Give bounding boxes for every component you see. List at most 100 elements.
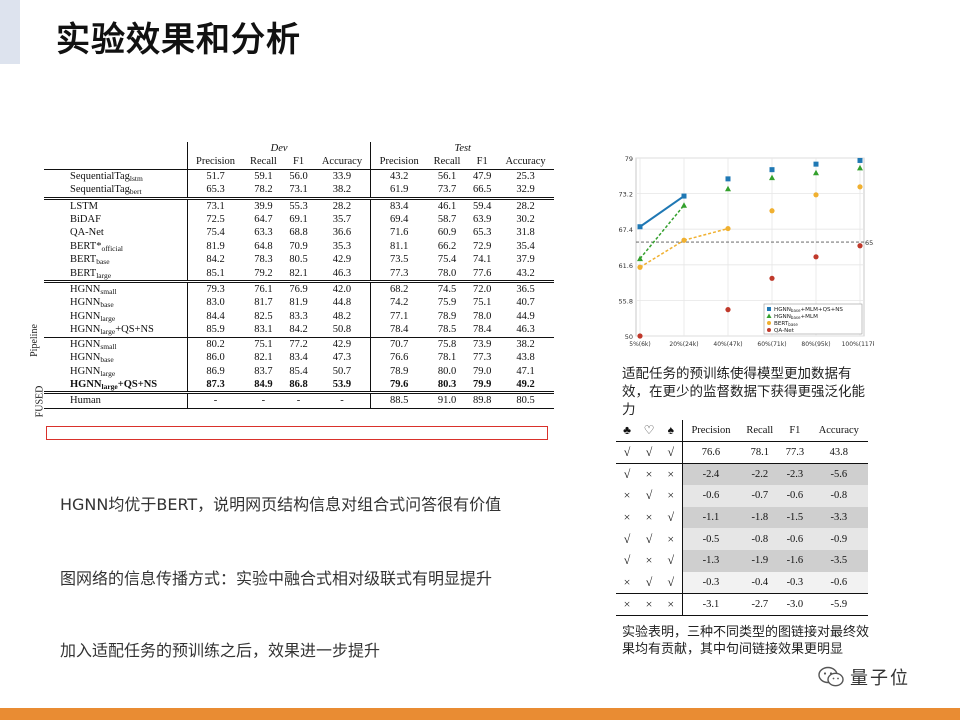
ablation-column-header: ♣	[616, 420, 638, 443]
test-metric-cell: 38.2	[497, 336, 554, 352]
ablation-metric-cell: 43.8	[829, 447, 848, 459]
model-variant: large	[96, 270, 112, 280]
legend-marker	[767, 328, 771, 332]
dev-split-header: Dev	[186, 142, 371, 156]
model-base-name: HGNN	[70, 352, 101, 364]
legend-entry: QA-Net	[774, 328, 795, 334]
ablation-metric-cell: -0.7	[739, 485, 781, 507]
test-metric-cell: 75.9	[437, 297, 457, 309]
model-variant: large	[100, 327, 116, 337]
table-row: HGNNsmall 80.2 75.1 77.2 42.9 70.7 75.8 73.9 38.…	[44, 336, 554, 352]
test-metric-cell: 40.7	[516, 297, 535, 309]
test-metric-cell: 78.1	[437, 352, 457, 364]
model-name: BERT*official	[44, 240, 187, 253]
table-row: SequentialTagbert 65.3 78.2 73.1 38.2 61.9 73.…	[44, 183, 554, 199]
table-row: √ × √ -1.3 -1.9 -1.6 -3.5	[616, 550, 868, 572]
dev-metric-cell: 83.4	[289, 352, 308, 364]
link-type-flag: √	[645, 531, 653, 546]
ablation-metric-cell: -3.3	[809, 506, 868, 529]
link-type-flag: √	[667, 510, 675, 525]
model-base-name: HGNN	[70, 284, 101, 296]
model-base-name: BERT	[70, 267, 97, 279]
ablation-metric-cell: -3.1	[681, 593, 740, 616]
dev-metric-cell: 86.0	[186, 351, 244, 365]
group-label-pipeline: Pipeline	[28, 324, 40, 357]
wechat-icon	[818, 666, 844, 687]
model-name: BERTlarge	[44, 267, 187, 282]
test-metric-cell: 79.0	[473, 365, 492, 377]
ablation-metric-cell: -5.9	[809, 593, 868, 616]
series-line-2	[683, 227, 729, 241]
test-metric-cell: 76.6	[370, 351, 427, 365]
legend-entry: HGNNbase+MLM+QS+NS	[774, 307, 843, 313]
ablation-metric-cell: -3.5	[809, 550, 868, 572]
table-row: × × √ -1.1 -1.8 -1.5 -3.3	[616, 506, 868, 529]
test-metric-cell: 63.9	[473, 214, 492, 226]
test-metric-cell: 43.8	[516, 352, 535, 364]
model-variant: bert	[129, 187, 142, 197]
table-row: Human - - - -88.5 91.0 89.8 80.5	[44, 391, 554, 409]
ablation-metric-cell: -0.6	[809, 571, 868, 594]
test-metric-cell: 78.4	[370, 323, 427, 338]
bullet-3: 加入适配任务的预训练之后，效果进一步提升	[60, 641, 381, 660]
dev-metric-cell: 86.8	[289, 378, 308, 390]
table-row: × √ √ -0.3 -0.4 -0.3 -0.6	[616, 571, 868, 594]
dev-metric-cell: 65.3	[186, 183, 244, 199]
dev-metric-cell: 69.1	[289, 214, 308, 226]
model-base-name: HGNN	[70, 324, 101, 336]
link-type-flag: ×	[623, 488, 631, 503]
test-metric-cell: 80.5	[497, 391, 554, 409]
model-variant: small	[100, 341, 117, 351]
table-row: LSTM 73.1 39.9 55.3 28.2 83.4 46.1 59.4 28.2	[44, 196, 554, 214]
data-point	[681, 237, 687, 243]
y-tick-label: 79	[625, 155, 633, 163]
dev-metric-cell: 48.2	[332, 310, 352, 322]
dev-metric-cell: 84.2	[186, 253, 244, 267]
ablation-metric-cell: -0.9	[809, 528, 868, 551]
table-row: × × × -3.1 -2.7 -3.0 -5.9	[616, 593, 868, 616]
test-split-header: Test	[370, 142, 554, 156]
ablation-metric-cell: 77.3	[785, 447, 805, 459]
dev-metric-cell: 82.1	[254, 352, 273, 364]
data-point	[813, 192, 819, 198]
table-row: √ × × -2.4 -2.2 -2.3 -5.6	[616, 463, 868, 486]
dev-metric-cell: 76.1	[243, 280, 284, 297]
link-type-flag: ×	[616, 593, 638, 616]
ablation-header-row: ♣ ♡ ♠ Precision Recall F1 Accuracy	[616, 420, 868, 443]
legend-marker	[766, 313, 772, 318]
link-type-flag: √	[623, 553, 631, 568]
dev-metric-cell: 81.9	[289, 297, 308, 309]
model-name: HGNNlarge	[44, 365, 187, 378]
link-type-flag: ×	[667, 466, 675, 481]
model-variant: base	[100, 355, 114, 365]
dev-metric-cell: 87.3	[186, 377, 244, 393]
ablation-column-header: Accuracy	[809, 420, 868, 443]
link-type-flag: ×	[667, 488, 675, 503]
model-name: BERTbase	[44, 253, 187, 266]
data-point	[769, 174, 775, 181]
test-metric-cell: 72.0	[467, 280, 498, 297]
table-row: SequentialTaglstm 51.7 59.1 56.0 33.9 43.2 56.…	[44, 168, 554, 184]
data-point	[769, 208, 775, 214]
dev-metric-cell: 53.9	[332, 378, 352, 390]
dev-metric-cell: 44.8	[332, 297, 352, 309]
data-point	[725, 307, 731, 313]
ablation-metric-cell: -1.5	[780, 506, 810, 529]
test-metric-cell: 70.7	[370, 336, 427, 352]
model-variant: base	[96, 257, 110, 267]
dev-metric-cell: 35.3	[332, 240, 352, 252]
test-metric-cell: 78.0	[473, 310, 492, 322]
dev-metric-cell: 51.7	[186, 168, 244, 184]
test-metric-cell: 80.0	[437, 365, 457, 377]
series-line-1	[639, 204, 685, 260]
dev-metric-cell: 33.9	[313, 168, 371, 184]
link-type-flag: √	[623, 445, 631, 460]
dev-metric-cell: 64.7	[254, 214, 273, 226]
test-metric-cell: 78.9	[370, 364, 427, 378]
ablation-metric-cell: -1.6	[780, 550, 810, 572]
test-metric-cell: 75.8	[426, 336, 468, 352]
dev-metric-cell: -	[243, 391, 284, 409]
test-metric-cell: 56.1	[426, 168, 468, 184]
ablation-metric-cell: -0.3	[780, 571, 810, 594]
reference-line-label: 65.3	[865, 239, 874, 247]
